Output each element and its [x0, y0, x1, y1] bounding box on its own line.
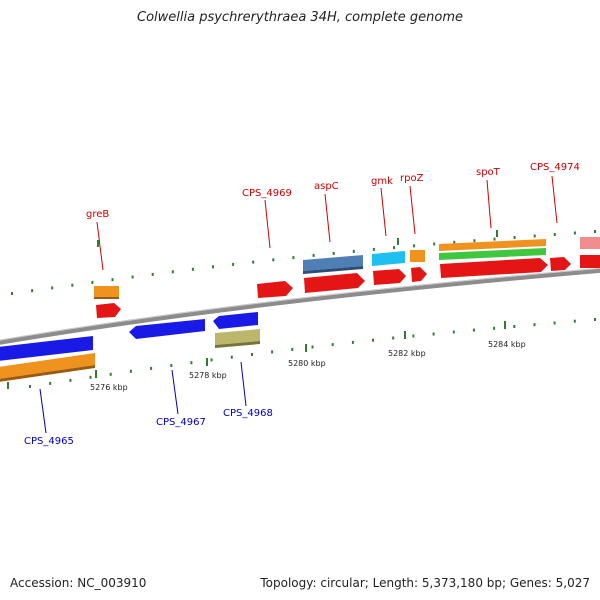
cds-arrow-red[interactable]: [304, 273, 365, 293]
genome-stats-text: Topology: circular; Length: 5,373,180 bp…: [260, 576, 590, 590]
gene-label-gmk[interactable]: gmk: [371, 176, 393, 187]
gene-feature-khaki[interactable]: [215, 329, 260, 345]
scale-ticks: [7, 230, 506, 389]
cds-arrow-red[interactable]: [440, 258, 548, 278]
gene-feature-orange[interactable]: [439, 239, 546, 251]
reverse-strand-genes: [0, 312, 260, 382]
tick-label: 5284 kbp: [488, 340, 526, 349]
cds-arrow-red[interactable]: [411, 267, 427, 282]
gene-label-aspC[interactable]: aspC: [314, 181, 339, 192]
guide-dots: [11, 230, 596, 388]
cds-arrow-blue[interactable]: [0, 336, 93, 361]
cds-arrow-red[interactable]: [257, 281, 293, 298]
gene-label-CPS_4968[interactable]: CPS_4968: [223, 408, 273, 419]
cds-arrow-blue[interactable]: [129, 319, 205, 339]
tick-label: 5276 kbp: [90, 383, 128, 392]
forward-strand-genes: [94, 237, 600, 318]
cds-arrow-red[interactable]: [550, 257, 571, 271]
gene-label-rpoZ[interactable]: rpoZ: [400, 173, 424, 184]
gene-feature-pink[interactable]: [580, 237, 600, 249]
gene-feature-orange[interactable]: [410, 250, 425, 262]
cds-arrow-red[interactable]: [96, 303, 121, 318]
tick-label: 5278 kbp: [189, 371, 227, 380]
gene-feature-steelblue[interactable]: [303, 255, 363, 271]
genome-backbone-highlight: [0, 267, 600, 341]
gene-label-spoT[interactable]: spoT: [476, 167, 501, 178]
cds-bar-red[interactable]: [580, 255, 600, 268]
gene-feature-shadow: [0, 365, 95, 382]
map-title: Colwellia psychrerythraea 34H, complete …: [137, 10, 463, 25]
tick-label: 5282 kbp: [388, 349, 426, 358]
gene-feature-shadow: [94, 297, 119, 299]
accession-text: Accession: NC_003910: [10, 576, 147, 590]
cds-arrow-red[interactable]: [373, 269, 406, 285]
gene-label-greB[interactable]: greB: [86, 209, 109, 220]
tick-label: 5280 kbp: [288, 359, 326, 368]
gene-label-CPS_4969[interactable]: CPS_4969: [242, 188, 292, 199]
gene-feature-shadow: [303, 266, 363, 274]
genome-backbone: [0, 267, 600, 345]
cds-arrow-blue[interactable]: [213, 312, 258, 329]
gene-label-CPS_4974[interactable]: CPS_4974: [530, 162, 580, 173]
gene-label-CPS_4967[interactable]: CPS_4967: [156, 417, 206, 428]
forward-label-leaders: [96, 175, 558, 271]
gene-feature-shadow: [215, 341, 260, 348]
gene-feature-cyan[interactable]: [372, 251, 405, 266]
reverse-label-leaders: [39, 361, 247, 434]
gene-label-CPS_4965[interactable]: CPS_4965: [24, 436, 74, 447]
gene-feature-orange[interactable]: [0, 353, 95, 379]
gene-feature-orange[interactable]: [94, 286, 119, 297]
gene-feature-green[interactable]: [439, 248, 546, 260]
